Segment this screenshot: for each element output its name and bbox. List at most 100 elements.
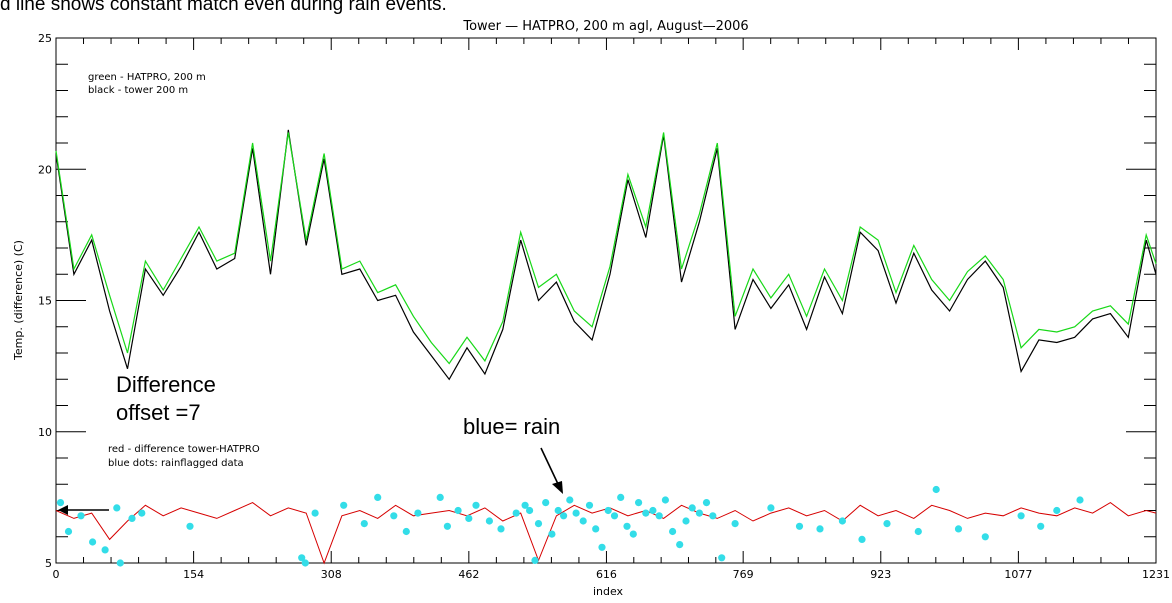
rain-dot xyxy=(1076,496,1084,504)
rain-dot xyxy=(472,501,480,509)
rain-dot xyxy=(883,520,891,528)
rain-dot xyxy=(390,512,398,520)
y-tick-label: 5 xyxy=(45,557,52,570)
series-tower-line xyxy=(55,129,1157,381)
rain-dot xyxy=(655,512,663,520)
rain-arrowhead xyxy=(552,481,563,494)
rain-dot xyxy=(77,512,85,520)
rain-dot xyxy=(635,499,643,507)
plot-frame xyxy=(55,37,1157,564)
rain-dot xyxy=(485,517,493,525)
rain-dot xyxy=(816,525,824,533)
rain-dot xyxy=(598,543,606,551)
y-tick-label: 25 xyxy=(38,32,52,45)
axes: 0 154 308 462 616 769 923 1077 1231 5 10 15 20 25 xyxy=(38,32,1170,581)
legend-entry: black - tower 200 m xyxy=(88,85,188,96)
rain-dot xyxy=(560,512,568,520)
difference-annotation-line2: offset =7 xyxy=(116,400,201,425)
rain-dot xyxy=(512,509,520,517)
rain-dot xyxy=(676,541,684,549)
x-tick-label: 616 xyxy=(596,568,617,581)
rain-dot xyxy=(838,517,847,525)
series-layer xyxy=(55,129,1157,565)
rain-dot xyxy=(548,530,556,538)
y-tick-label: 20 xyxy=(38,163,52,176)
rain-dot xyxy=(526,506,534,515)
y-axis-label: Temp. (difference) (C) xyxy=(12,240,25,361)
rain-dot xyxy=(688,504,696,512)
rain-dot xyxy=(554,506,562,515)
x-tick-label: 0 xyxy=(53,568,60,581)
rain-dot xyxy=(360,520,368,528)
rain-dot xyxy=(702,499,711,507)
difference-annotation-line1: Difference xyxy=(116,372,216,397)
rain-dot xyxy=(414,509,422,517)
rain-dot xyxy=(402,527,410,536)
rain-dot xyxy=(340,501,348,509)
rain-dot xyxy=(981,533,989,541)
rain-dot xyxy=(531,556,539,565)
rain-dot xyxy=(465,514,473,523)
rain-dot xyxy=(795,522,804,530)
rain-dot xyxy=(669,527,677,536)
y-tick-label: 15 xyxy=(38,295,52,308)
rain-dot xyxy=(858,535,866,544)
rain-dot xyxy=(592,525,600,533)
rain-dot xyxy=(604,506,612,515)
x-tick-label: 1231 xyxy=(1142,568,1170,581)
rain-dot xyxy=(566,496,574,504)
rain-dot xyxy=(454,506,462,515)
rain-dot xyxy=(56,499,65,507)
rain-dot xyxy=(374,493,382,501)
rain-dot xyxy=(128,514,136,523)
rain-dot xyxy=(610,512,619,520)
rain-dot xyxy=(298,554,306,562)
rain-dot xyxy=(954,525,963,533)
y-tick-label: 10 xyxy=(38,426,52,439)
x-tick-label: 1077 xyxy=(1004,568,1032,581)
rain-dot xyxy=(617,493,625,501)
rain-dot xyxy=(113,504,121,512)
rain-dot xyxy=(101,546,109,554)
rain-dot xyxy=(534,520,543,528)
rain-dot xyxy=(682,517,690,525)
x-tick-label: 769 xyxy=(733,568,754,581)
legend-entry: red - difference tower-HATPRO xyxy=(108,444,260,455)
rain-dot xyxy=(116,559,124,567)
rain-annotation: blue= rain xyxy=(463,414,561,439)
rain-dot xyxy=(1037,522,1045,530)
rain-dot xyxy=(64,527,73,536)
rain-dot xyxy=(585,501,594,509)
series-hatpro-line xyxy=(55,132,1157,365)
rain-dots xyxy=(56,485,1084,567)
legend-entry: blue dots: rainflagged data xyxy=(108,458,244,469)
rain-dot xyxy=(932,485,940,494)
rain-dot xyxy=(436,493,444,501)
rain-dot xyxy=(695,509,704,517)
x-tick-label: 308 xyxy=(321,568,342,581)
rain-dot xyxy=(649,506,657,515)
rain-dot xyxy=(623,522,631,530)
rain-dot xyxy=(443,522,451,530)
rain-dot xyxy=(1017,512,1025,520)
rain-dot xyxy=(642,509,650,517)
rain-dot xyxy=(186,522,194,530)
chart-title: Tower — HATPRO, 200 m agl, August—2006 xyxy=(462,19,748,34)
rain-dot xyxy=(731,520,739,528)
rain-dot xyxy=(629,530,637,538)
rain-dot xyxy=(89,538,97,546)
rain-dot xyxy=(661,496,670,504)
x-tick-label: 462 xyxy=(458,568,479,581)
rain-dot xyxy=(579,517,587,525)
rain-dot xyxy=(709,512,717,520)
x-axis-label: index xyxy=(593,585,624,598)
rain-dot xyxy=(718,554,726,562)
rain-dot xyxy=(521,501,529,509)
rain-dot xyxy=(767,504,775,512)
caption-top: d line shows constant match even during … xyxy=(0,0,447,15)
x-tick-label: 923 xyxy=(870,568,891,581)
rain-dot xyxy=(1053,506,1061,515)
rain-dot xyxy=(497,525,505,533)
